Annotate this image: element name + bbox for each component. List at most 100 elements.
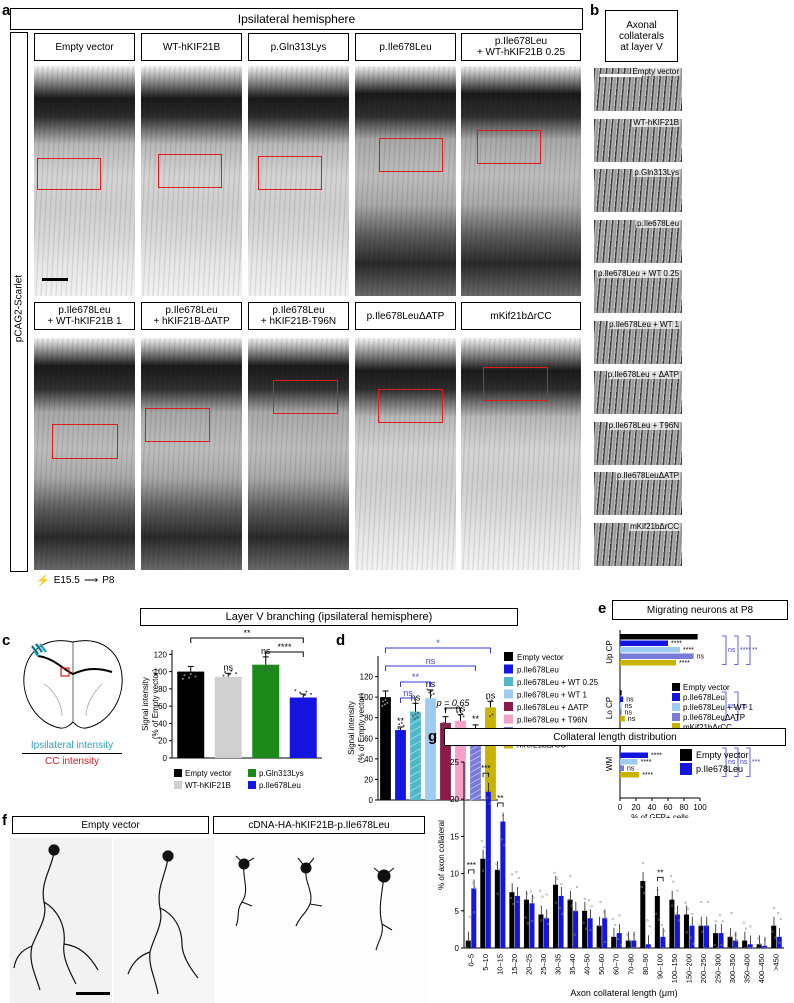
micrograph-ile678leudatp xyxy=(355,338,456,570)
bar xyxy=(689,925,695,948)
micrograph-wt-hkif21b xyxy=(141,66,242,296)
panel-label-e: e xyxy=(598,600,607,617)
bar-2 xyxy=(410,711,421,800)
data-point xyxy=(525,892,528,895)
bar-sig-label: ** xyxy=(397,716,405,726)
hatch-line xyxy=(409,740,422,748)
data-point xyxy=(641,862,645,865)
bar xyxy=(471,888,477,948)
sig-bracket-label: *** xyxy=(752,759,760,766)
data-point xyxy=(733,933,736,936)
x-tick-label: 40–50 xyxy=(583,954,592,975)
sig-bracket xyxy=(265,651,304,657)
bar xyxy=(596,925,602,948)
data-point xyxy=(764,946,768,950)
sig-bracket-label: *** xyxy=(467,861,476,870)
y-tick-label: 20 xyxy=(364,775,373,784)
data-point xyxy=(488,802,491,805)
bar xyxy=(620,647,680,653)
data-point xyxy=(590,905,593,908)
bar xyxy=(620,752,648,758)
data-point xyxy=(554,901,557,904)
bar xyxy=(620,696,624,702)
bar xyxy=(762,945,768,948)
data-point xyxy=(561,912,564,915)
bar xyxy=(485,791,491,948)
data-point xyxy=(540,919,543,922)
y-tick-label: 60 xyxy=(158,702,167,711)
data-point xyxy=(188,676,191,679)
strip-label: p.Ile678Leu + WT 1 xyxy=(608,320,680,329)
data-point xyxy=(526,922,530,925)
data-point xyxy=(381,700,384,703)
ipsilateral-intensity-label: Ipsilateral intensity xyxy=(30,740,114,751)
row2-title-2: p.Ile678Leu + hKIF21B-ΔATP xyxy=(141,302,242,330)
data-point xyxy=(398,723,401,726)
data-point xyxy=(771,930,774,933)
bar xyxy=(620,765,624,771)
bar-sig-label: ns xyxy=(625,703,633,710)
legend-label: p.Ile678Leu xyxy=(517,666,559,675)
data-point xyxy=(604,917,608,920)
data-point xyxy=(466,946,469,950)
data-point xyxy=(584,927,588,930)
bar xyxy=(620,716,625,722)
x-tick-label: 0–5 xyxy=(466,954,475,967)
y-tick-label: 120 xyxy=(360,673,374,682)
data-point xyxy=(468,915,471,918)
legend-swatch xyxy=(672,703,680,711)
sig-bracket-label: ns xyxy=(728,647,736,654)
brain-schematic xyxy=(23,640,123,729)
y-tick-label: 15 xyxy=(450,832,459,841)
legend-label: Empty vector xyxy=(696,750,749,760)
strip-label: p.Ile678Leu + WT 0.25 xyxy=(596,270,680,278)
ipsilateral-neurons xyxy=(31,643,47,657)
data-point xyxy=(762,946,765,950)
roi-box xyxy=(158,154,222,188)
sig-bracket-label: ** xyxy=(243,630,251,638)
bar xyxy=(776,936,782,948)
bar-7 xyxy=(485,707,496,800)
legend-label: Empty vector xyxy=(517,653,564,662)
data-point xyxy=(264,666,267,669)
data-point xyxy=(263,669,266,672)
collateral-strip: Empty vector xyxy=(594,68,682,111)
bar-sig-label: ns xyxy=(223,662,233,672)
sig-bracket xyxy=(657,876,664,882)
timeline: ⚡ E15.5 ⟶ P8 xyxy=(36,574,114,587)
micrograph-ile678leu-t96n xyxy=(248,338,349,570)
data-point xyxy=(235,672,238,675)
neuron-ile678leu-2 xyxy=(295,857,323,927)
data-point xyxy=(705,924,708,927)
data-point xyxy=(474,887,477,890)
x-tick-label: 30–35 xyxy=(554,954,563,975)
data-point xyxy=(575,885,579,889)
data-point xyxy=(676,889,679,892)
x-axis-label: Axon collateral length (μm) xyxy=(570,988,677,998)
sig-bracket xyxy=(746,635,751,665)
sig-bracket xyxy=(746,747,751,777)
x-tick-label: 80–90 xyxy=(641,954,650,975)
bar xyxy=(620,709,622,715)
x-tick-label: 15–20 xyxy=(510,954,519,975)
sig-bracket-label: **** xyxy=(740,647,751,654)
y-tick-label: 20 xyxy=(158,737,167,746)
micrograph-empty-vector xyxy=(34,66,135,296)
legend-swatch xyxy=(248,769,256,777)
bar xyxy=(616,933,622,948)
y-axis-label-line: (% of Empty vector) xyxy=(151,669,160,740)
y-tick-label: 0 xyxy=(455,944,460,953)
panel-e-header: Migrating neurons at P8 xyxy=(612,600,788,620)
bar-sig-label: **** xyxy=(641,759,652,766)
data-point xyxy=(759,943,762,946)
hatch-line xyxy=(409,718,422,726)
y-axis-label: % of axon collateral xyxy=(437,820,446,890)
data-point xyxy=(618,914,621,917)
bar xyxy=(509,892,515,948)
data-point xyxy=(228,673,231,676)
data-point xyxy=(721,920,724,923)
data-point xyxy=(384,699,387,702)
collateral-strip: p.Ile678Leu + T96N xyxy=(594,421,682,465)
data-point xyxy=(515,870,518,874)
data-point xyxy=(744,927,748,930)
